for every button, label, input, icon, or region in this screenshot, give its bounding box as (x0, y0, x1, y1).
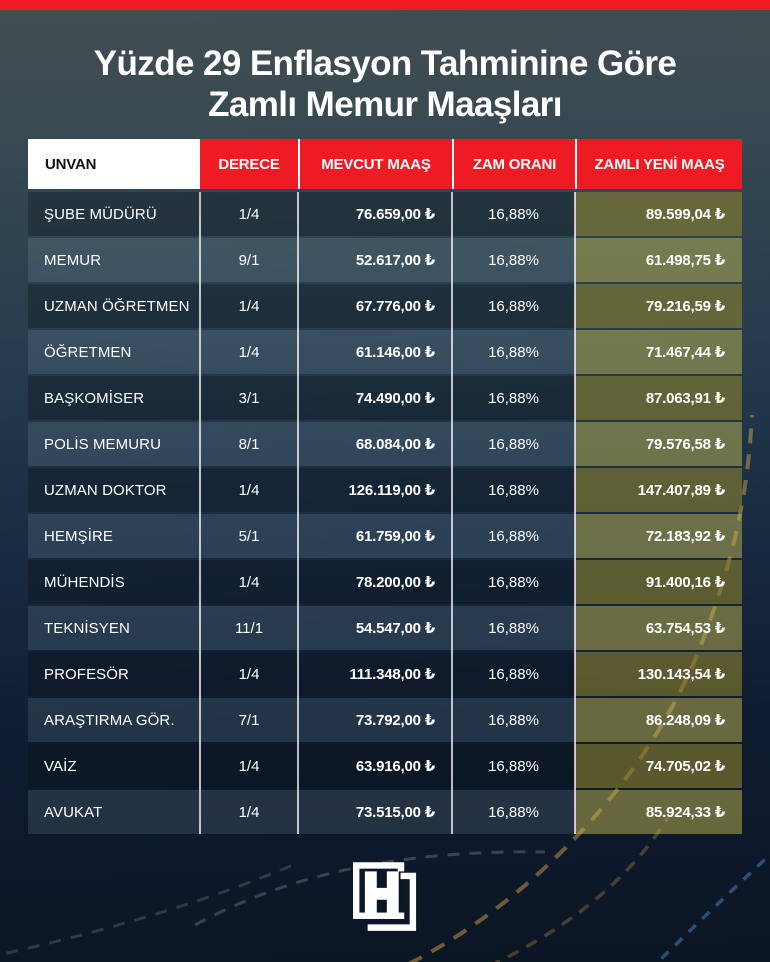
column-header-mevcut-maas: MEVCUT MAAŞ (298, 139, 452, 189)
mevcut-maas-cell: 76.659,00 ₺ (298, 192, 452, 236)
table-row: VAİZ 1/4 63.916,00 ₺ 16,88% 74.705,02 ₺ (28, 744, 742, 788)
zamli-yeni-maas-cell: 89.599,04 ₺ (575, 192, 742, 236)
page-title: Yüzde 29 Enflasyon Tahminine Göre Zamlı … (0, 10, 770, 139)
table-row: HEMŞİRE 5/1 61.759,00 ₺ 16,88% 72.183,92… (28, 514, 742, 558)
zamli-yeni-maas-cell: 87.063,91 ₺ (575, 376, 742, 420)
zamli-yeni-maas-cell: 79.216,59 ₺ (575, 284, 742, 328)
derece-cell: 1/4 (200, 284, 298, 328)
top-red-bar (0, 0, 770, 10)
zam-orani-cell: 16,88% (452, 192, 575, 236)
unvan-cell: ŞUBE MÜDÜRÜ (28, 192, 200, 236)
zamli-yeni-maas-cell: 85.924,33 ₺ (575, 790, 742, 834)
zamli-yeni-maas-cell: 86.248,09 ₺ (575, 698, 742, 742)
derece-cell: 1/4 (200, 192, 298, 236)
table-row: ÖĞRETMEN 1/4 61.146,00 ₺ 16,88% 71.467,4… (28, 330, 742, 374)
mevcut-maas-cell: 61.146,00 ₺ (298, 330, 452, 374)
zamli-yeni-maas-cell: 72.183,92 ₺ (575, 514, 742, 558)
derece-cell: 7/1 (200, 698, 298, 742)
unvan-cell: BAŞKOMİSER (28, 376, 200, 420)
table-row: MÜHENDİS 1/4 78.200,00 ₺ 16,88% 91.400,1… (28, 560, 742, 604)
mevcut-maas-cell: 111.348,00 ₺ (298, 652, 452, 696)
unvan-cell: ARAŞTIRMA GÖR. (28, 698, 200, 742)
mevcut-maas-cell: 74.490,00 ₺ (298, 376, 452, 420)
zam-orani-cell: 16,88% (452, 652, 575, 696)
mevcut-maas-cell: 52.617,00 ₺ (298, 238, 452, 282)
table-row: ŞUBE MÜDÜRÜ 1/4 76.659,00 ₺ 16,88% 89.59… (28, 192, 742, 236)
unvan-cell: AVUKAT (28, 790, 200, 834)
zamli-yeni-maas-cell: 147.407,89 ₺ (575, 468, 742, 512)
table-row: BAŞKOMİSER 3/1 74.490,00 ₺ 16,88% 87.063… (28, 376, 742, 420)
publisher-logo (0, 862, 770, 932)
hurriyet-h-logo-icon (353, 862, 417, 931)
column-header-zamli-yeni-maas: ZAMLI YENİ MAAŞ (575, 139, 742, 189)
zamli-yeni-maas-cell: 79.576,58 ₺ (575, 422, 742, 466)
zamli-yeni-maas-cell: 91.400,16 ₺ (575, 560, 742, 604)
unvan-cell: MÜHENDİS (28, 560, 200, 604)
zamli-yeni-maas-cell: 63.754,53 ₺ (575, 606, 742, 650)
zam-orani-cell: 16,88% (452, 514, 575, 558)
salary-table: UNVAN DERECE MEVCUT MAAŞ ZAM ORANI ZAMLI… (28, 139, 742, 834)
unvan-cell: HEMŞİRE (28, 514, 200, 558)
derece-cell: 1/4 (200, 652, 298, 696)
derece-cell: 3/1 (200, 376, 298, 420)
table-header-row: UNVAN DERECE MEVCUT MAAŞ ZAM ORANI ZAMLI… (28, 139, 742, 189)
derece-cell: 1/4 (200, 560, 298, 604)
column-header-unvan: UNVAN (28, 139, 200, 189)
mevcut-maas-cell: 61.759,00 ₺ (298, 514, 452, 558)
zam-orani-cell: 16,88% (452, 790, 575, 834)
zam-orani-cell: 16,88% (452, 698, 575, 742)
zam-orani-cell: 16,88% (452, 468, 575, 512)
zam-orani-cell: 16,88% (452, 284, 575, 328)
table-row: POLİS MEMURU 8/1 68.084,00 ₺ 16,88% 79.5… (28, 422, 742, 466)
derece-cell: 5/1 (200, 514, 298, 558)
derece-cell: 9/1 (200, 238, 298, 282)
zam-orani-cell: 16,88% (452, 330, 575, 374)
zamli-yeni-maas-cell: 130.143,54 ₺ (575, 652, 742, 696)
table-row: UZMAN ÖĞRETMEN 1/4 67.776,00 ₺ 16,88% 79… (28, 284, 742, 328)
mevcut-maas-cell: 126.119,00 ₺ (298, 468, 452, 512)
table-row: MEMUR 9/1 52.617,00 ₺ 16,88% 61.498,75 ₺ (28, 238, 742, 282)
zam-orani-cell: 16,88% (452, 606, 575, 650)
derece-cell: 1/4 (200, 468, 298, 512)
zam-orani-cell: 16,88% (452, 560, 575, 604)
zam-orani-cell: 16,88% (452, 422, 575, 466)
mevcut-maas-cell: 73.515,00 ₺ (298, 790, 452, 834)
mevcut-maas-cell: 78.200,00 ₺ (298, 560, 452, 604)
unvan-cell: TEKNİSYEN (28, 606, 200, 650)
table-row: PROFESÖR 1/4 111.348,00 ₺ 16,88% 130.143… (28, 652, 742, 696)
table-row: UZMAN DOKTOR 1/4 126.119,00 ₺ 16,88% 147… (28, 468, 742, 512)
column-header-derece: DERECE (200, 139, 298, 189)
unvan-cell: POLİS MEMURU (28, 422, 200, 466)
unvan-cell: PROFESÖR (28, 652, 200, 696)
derece-cell: 8/1 (200, 422, 298, 466)
mevcut-maas-cell: 63.916,00 ₺ (298, 744, 452, 788)
mevcut-maas-cell: 67.776,00 ₺ (298, 284, 452, 328)
derece-cell: 11/1 (200, 606, 298, 650)
column-header-zam-orani: ZAM ORANI (452, 139, 575, 189)
zam-orani-cell: 16,88% (452, 744, 575, 788)
zamli-yeni-maas-cell: 61.498,75 ₺ (575, 238, 742, 282)
mevcut-maas-cell: 73.792,00 ₺ (298, 698, 452, 742)
zamli-yeni-maas-cell: 71.467,44 ₺ (575, 330, 742, 374)
mevcut-maas-cell: 54.547,00 ₺ (298, 606, 452, 650)
page-title-line2: Zamlı Memur Maaşları (208, 85, 562, 124)
zam-orani-cell: 16,88% (452, 238, 575, 282)
unvan-cell: UZMAN DOKTOR (28, 468, 200, 512)
derece-cell: 1/4 (200, 744, 298, 788)
derece-cell: 1/4 (200, 790, 298, 834)
page-title-line1: Yüzde 29 Enflasyon Tahminine Göre (93, 44, 677, 83)
unvan-cell: VAİZ (28, 744, 200, 788)
unvan-cell: UZMAN ÖĞRETMEN (28, 284, 200, 328)
table-row: AVUKAT 1/4 73.515,00 ₺ 16,88% 85.924,33 … (28, 790, 742, 834)
zamli-yeni-maas-cell: 74.705,02 ₺ (575, 744, 742, 788)
unvan-cell: ÖĞRETMEN (28, 330, 200, 374)
derece-cell: 1/4 (200, 330, 298, 374)
table-row: TEKNİSYEN 11/1 54.547,00 ₺ 16,88% 63.754… (28, 606, 742, 650)
table-row: ARAŞTIRMA GÖR. 7/1 73.792,00 ₺ 16,88% 86… (28, 698, 742, 742)
zam-orani-cell: 16,88% (452, 376, 575, 420)
mevcut-maas-cell: 68.084,00 ₺ (298, 422, 452, 466)
unvan-cell: MEMUR (28, 238, 200, 282)
table-body: ŞUBE MÜDÜRÜ 1/4 76.659,00 ₺ 16,88% 89.59… (28, 192, 742, 834)
